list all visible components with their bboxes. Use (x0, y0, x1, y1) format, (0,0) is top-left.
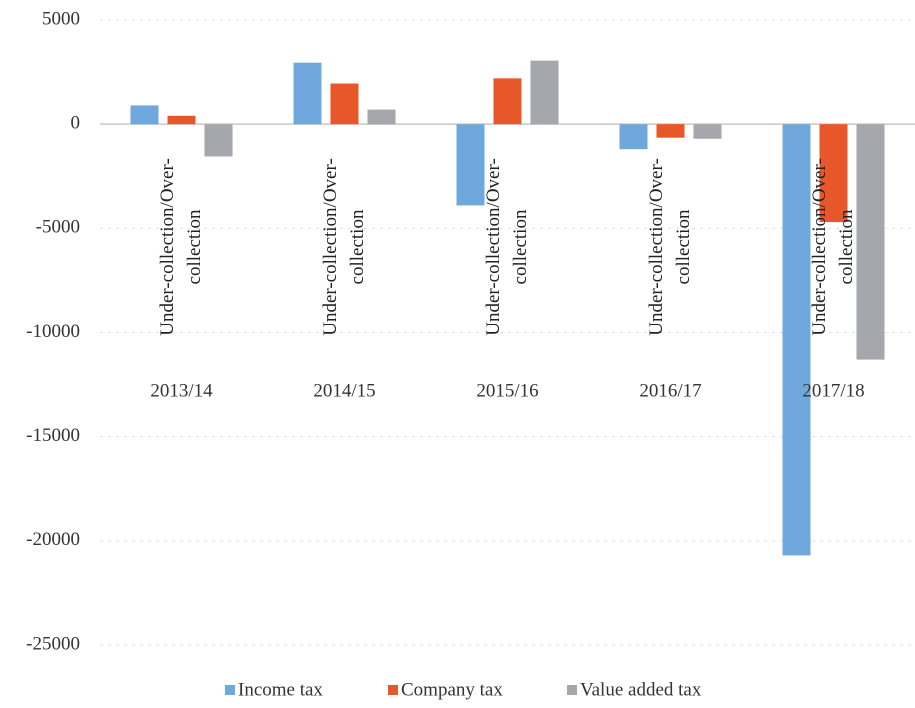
x-sub-label: Under-collection/Over-collection (808, 158, 857, 336)
y-tick-label: -20000 (26, 529, 80, 550)
y-tick-label: 0 (71, 113, 81, 134)
bar (456, 124, 485, 206)
x-tick-label: 2014/15 (313, 380, 375, 401)
legend-swatch (567, 685, 577, 695)
bar (367, 109, 396, 125)
y-tick-label: -10000 (26, 321, 80, 342)
bar (167, 115, 196, 125)
bar (693, 124, 722, 139)
bar (619, 124, 648, 150)
x-sub-label: Under-collection/Over-collection (482, 158, 531, 336)
x-tick-label: 2016/17 (639, 380, 701, 401)
y-tick-label: -25000 (26, 633, 80, 654)
y-tick-label: -5000 (36, 217, 80, 238)
x-sub-label: Under-collection/Over-collection (319, 158, 368, 336)
y-tick-label: 5000 (42, 8, 80, 29)
x-tick-label: 2013/14 (150, 380, 213, 401)
bar (204, 124, 233, 157)
x-tick-label: 2017/18 (802, 380, 864, 401)
legend-swatch (225, 685, 235, 695)
bar (530, 60, 559, 125)
bar (656, 124, 685, 138)
bar (782, 124, 811, 556)
y-tick-label: -15000 (26, 425, 80, 446)
bar (330, 83, 359, 125)
x-sub-label: Under-collection/Over-collection (645, 158, 694, 336)
bar (819, 124, 848, 223)
bar (130, 105, 159, 125)
x-sub-label: Under-collection/Over-collection (156, 158, 205, 336)
legend-label: Company tax (401, 679, 503, 700)
legend-label: Income tax (238, 679, 323, 700)
x-tick-label: 2015/16 (476, 380, 538, 401)
bar (856, 124, 885, 360)
legend-label: Value added tax (580, 679, 702, 700)
bar (293, 62, 322, 125)
legend-swatch (388, 685, 398, 695)
bar (493, 78, 522, 125)
